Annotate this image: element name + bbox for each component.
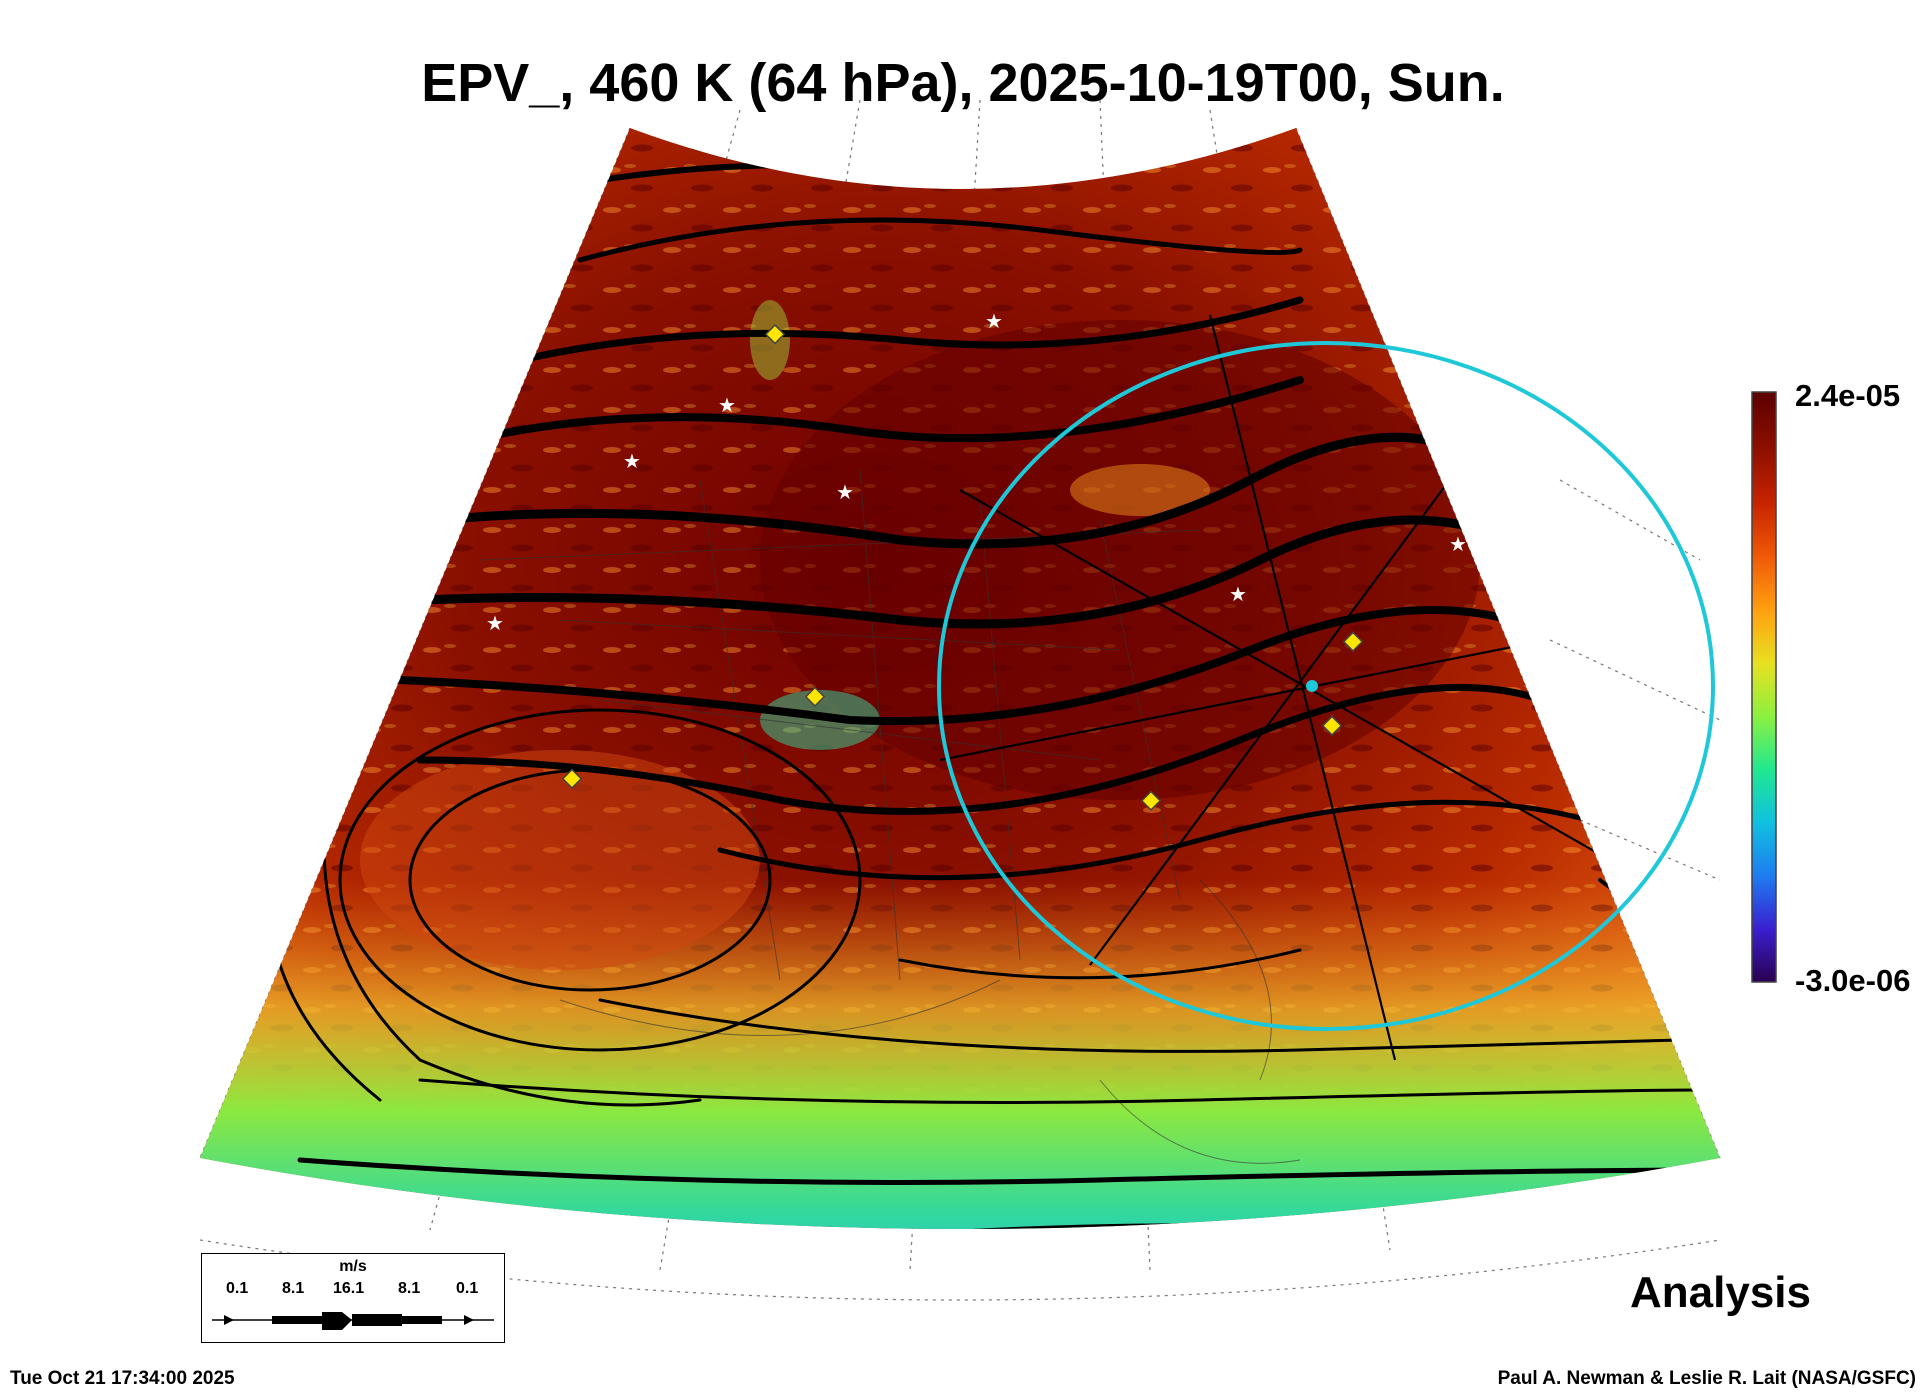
timestamp-footer: Tue Oct 21 17:34:00 2025: [10, 1368, 235, 1389]
diamond-marker: [561, 768, 583, 789]
star-marker: ★: [1229, 582, 1247, 606]
epv-field: [200, 128, 1720, 1229]
star-marker: ★: [836, 480, 854, 504]
legend-value: 0.1: [226, 1280, 249, 1297]
range-ring: [937, 341, 1715, 1031]
legend-value: 0.1: [456, 1280, 479, 1297]
star-marker: ★: [985, 309, 1003, 333]
diamond-marker: [804, 686, 826, 707]
analysis-label: Analysis: [1630, 1268, 1811, 1317]
legend-arrow-scale: [212, 1312, 494, 1330]
legend-value: 8.1: [398, 1280, 421, 1297]
station-markers: ★ ★ ★ ★ ★ ★ ★: [486, 309, 1467, 811]
legend-unit: m/s: [339, 1258, 367, 1275]
credits-footer: Paul A. Newman & Leslie R. Lait (NASA/GS…: [1497, 1368, 1916, 1389]
star-marker: ★: [486, 611, 504, 635]
colorbar: [1751, 391, 1777, 983]
map-title: EPV_, 460 K (64 hPa), 2025-10-19T00, Sun…: [421, 53, 1505, 113]
star-marker: ★: [1449, 532, 1467, 556]
diamond-marker: [1140, 790, 1162, 811]
star-marker: ★: [623, 449, 641, 473]
colorbar-min-label: -3.0e-06: [1795, 963, 1911, 998]
wind-legend: m/s 0.1 8.1 16.1 8.1 0.1: [201, 1253, 505, 1343]
legend-value: 8.1: [282, 1280, 305, 1297]
diamond-marker: [764, 324, 786, 345]
legend-value: 16.1: [333, 1280, 365, 1297]
colorbar-max-label: 2.4e-05: [1795, 378, 1901, 413]
diamond-marker: [1342, 631, 1364, 652]
star-marker: ★: [718, 393, 736, 417]
ring-center-marker: [1306, 680, 1318, 692]
diamond-marker: [1321, 715, 1343, 736]
